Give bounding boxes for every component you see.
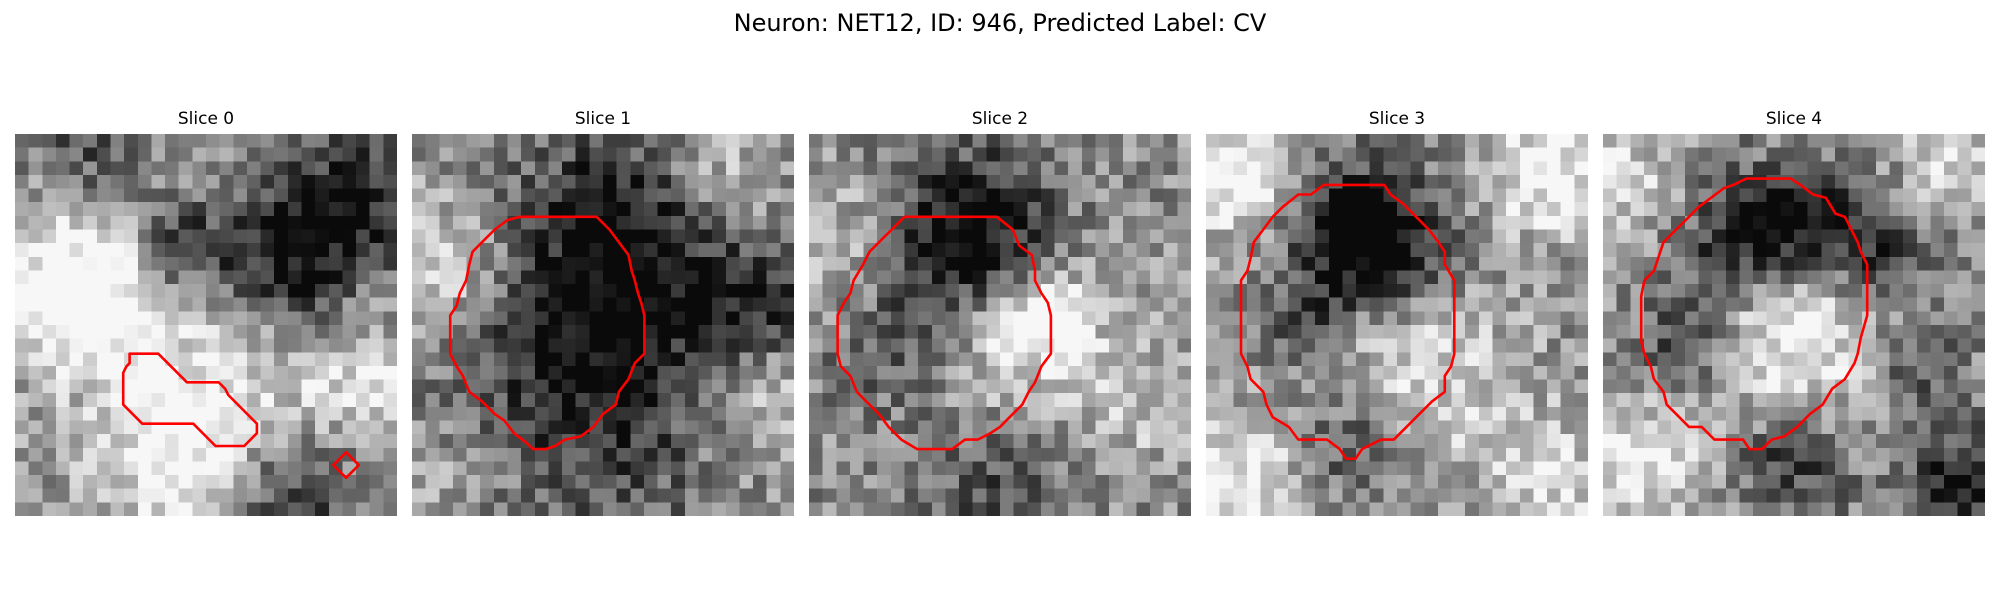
figure-title: Neuron: NET12, ID: 946, Predicted Label:… — [733, 9, 1267, 37]
slice-title: Slice 3 — [1368, 109, 1426, 129]
slice-panel-0: Slice 0 — [15, 108, 397, 516]
slice-panel-3: Slice 3 — [1206, 108, 1588, 516]
segmentation-contour — [836, 215, 1053, 451]
slice-title: Slice 4 — [1765, 109, 1823, 129]
segmentation-contour — [121, 352, 259, 448]
pixel-grid — [15, 134, 397, 516]
slice-title: Slice 2 — [971, 109, 1029, 129]
slice-title: Slice 1 — [574, 109, 632, 129]
segmentation-contour — [1239, 183, 1456, 461]
slice-panel-4: Slice 4 — [1603, 108, 1985, 516]
pixel-grid — [412, 134, 794, 516]
pixel-grid — [809, 134, 1191, 516]
slice-image — [809, 134, 1191, 516]
slice-image — [1206, 134, 1588, 516]
slice-title: Slice 0 — [177, 109, 235, 129]
slice-panel-1: Slice 1 — [412, 108, 794, 516]
pixel-grid — [1603, 134, 1985, 516]
slice-image — [15, 134, 397, 516]
slice-panel-2: Slice 2 — [809, 108, 1191, 516]
segmentation-contour — [448, 215, 646, 451]
pixel-grid — [1206, 134, 1588, 516]
slice-image — [412, 134, 794, 516]
slice-image — [1603, 134, 1985, 516]
segmentation-contour — [1639, 177, 1869, 451]
segmentation-contour — [331, 450, 361, 480]
